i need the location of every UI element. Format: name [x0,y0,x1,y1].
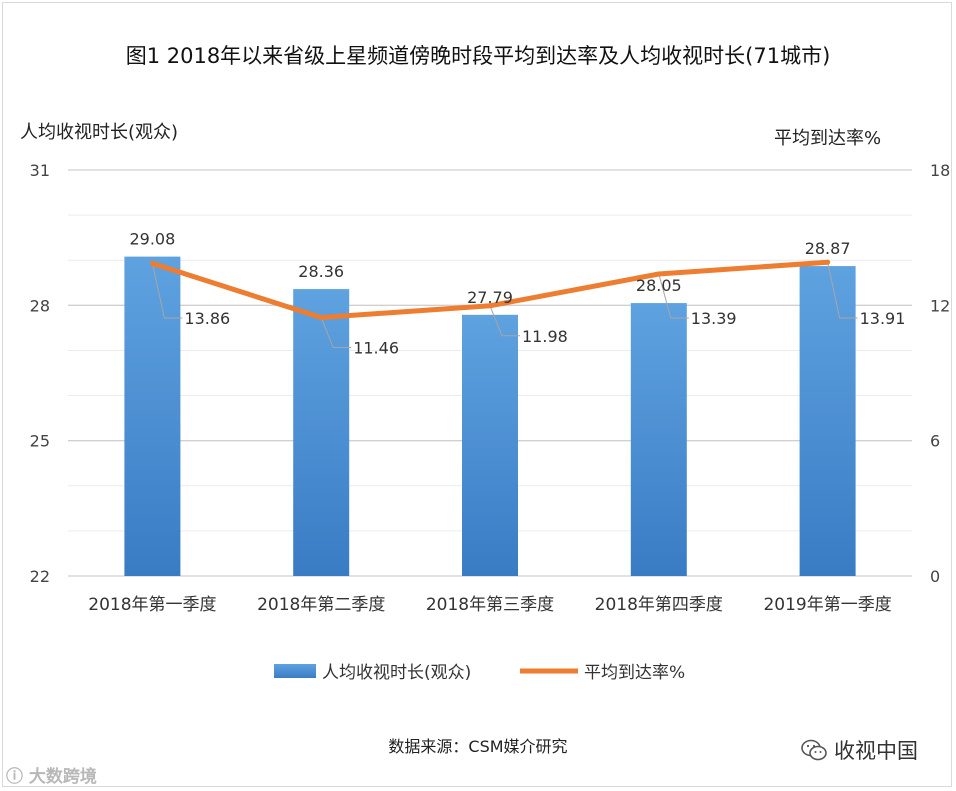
right-tick-label: 12 [930,296,950,315]
line-value-label: 11.46 [353,339,399,358]
category-label: 2018年第三季度 [426,595,554,615]
bar [799,266,856,576]
bar [630,303,687,576]
wechat-icon [801,739,827,761]
line-value-label: 13.86 [184,309,230,328]
bar-value-label: 27.79 [467,288,513,307]
category-label: 2018年第二季度 [257,595,385,615]
weibo-icon: ⓘ [6,767,23,787]
bar-value-label: 29.08 [129,230,175,249]
line-value-label: 11.98 [522,327,568,346]
data-source-note: 数据来源：CSM媒介研究 [388,737,568,756]
bar-value-label: 28.05 [636,276,682,295]
right-tick-label: 18 [930,161,950,180]
line-value-label: 13.91 [860,309,906,328]
line-point [825,259,831,265]
bar [124,256,181,576]
leader-line [489,305,520,337]
category-label: 2018年第四季度 [595,595,723,615]
watermark-left: ⓘ 大数跨境 [6,762,97,787]
left-tick-label: 22 [30,567,50,586]
leader-line [320,317,352,349]
watermark-left-text: 大数跨境 [28,767,97,787]
left-axis-title: 人均收视时长(观众) [20,122,179,143]
line-value-label: 13.39 [691,309,737,328]
combo-chart: 31 28 25 22 18 12 6 0 2018年第一季度 2018年第二季度 2018年第三季… [30,161,951,683]
left-tick-label: 31 [30,161,50,180]
left-tick-label: 25 [30,432,50,451]
bar [462,314,518,576]
line-point [656,271,662,277]
legend-line-label: 平均到达率% [584,663,685,683]
leader-line [827,262,858,319]
line-point [487,303,493,309]
bar-value-label: 28.36 [298,262,344,281]
right-axis-title: 平均到达率% [774,128,882,149]
line-point [149,260,155,266]
leader-line [151,263,183,319]
category-label: 2018年第一季度 [88,595,216,615]
category-label: 2019年第一季度 [763,595,891,615]
bar-value-label: 28.87 [805,239,851,258]
legend-bar-label: 人均收视时长(观众) [322,663,471,683]
watermark-right: 收视中国 [800,735,918,765]
chart-title: 图1 2018年以来省级上星频道傍晚时段平均到达率及人均收视时长(71城市) [125,44,831,68]
line-point [318,315,324,321]
right-tick-label: 0 [930,567,940,586]
right-tick-label: 6 [930,432,940,451]
legend-bar-swatch [274,664,316,678]
watermark-right-text: 收视中国 [834,739,918,763]
bar [293,289,350,576]
leader-line [658,273,689,319]
left-tick-label: 28 [30,296,50,315]
